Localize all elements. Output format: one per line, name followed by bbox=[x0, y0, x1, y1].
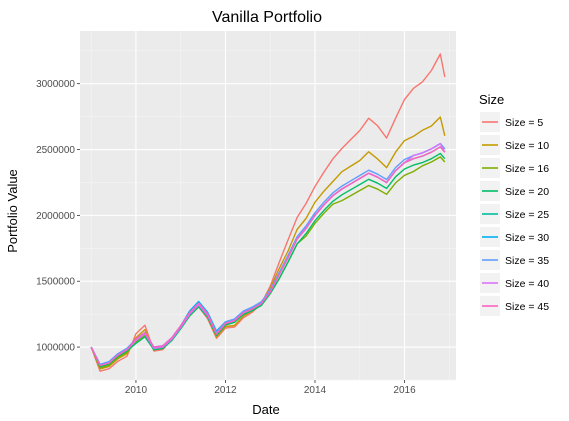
y-axis-title: Portfolio Value bbox=[5, 169, 20, 253]
x-axis-title: Date bbox=[252, 402, 279, 417]
legend-title: Size bbox=[479, 92, 504, 107]
legend-label: Size = 16 bbox=[505, 163, 549, 175]
y-tick-label: 1000000 bbox=[36, 343, 75, 354]
legend-label: Size = 30 bbox=[505, 232, 549, 244]
x-tick-label: 2010 bbox=[125, 385, 148, 396]
legend-label: Size = 25 bbox=[505, 209, 549, 221]
y-axis-ticks: 1000000 1500000 2000000 2500000 3000000 bbox=[36, 79, 80, 354]
legend-label: Size = 20 bbox=[505, 186, 549, 198]
legend-items: Size = 5 Size = 10 Size = 16 Size = 20 Size … bbox=[480, 112, 549, 316]
legend: Size Size = 5 Size = 10 Size = 16 Size = 20… bbox=[479, 92, 549, 316]
legend-label: Size = 10 bbox=[505, 140, 549, 152]
plot-background bbox=[80, 31, 456, 380]
legend-label: Size = 5 bbox=[505, 117, 543, 129]
x-tick-label: 2012 bbox=[214, 385, 237, 396]
series-line-4 bbox=[90, 152, 446, 368]
y-tick-label: 2500000 bbox=[36, 145, 75, 156]
y-tick-label: 1500000 bbox=[36, 277, 75, 288]
plot-area bbox=[80, 31, 456, 381]
x-tick-label: 2014 bbox=[304, 385, 327, 396]
legend-label: Size = 40 bbox=[505, 278, 549, 290]
legend-label: Size = 45 bbox=[505, 301, 549, 313]
x-tick-label: 2016 bbox=[393, 385, 416, 396]
series-line-9 bbox=[90, 146, 446, 367]
legend-label: Size = 35 bbox=[505, 255, 549, 267]
x-axis-ticks: 2010 2012 2014 2016 bbox=[125, 380, 416, 396]
chart-title: Vanilla Portfolio bbox=[212, 9, 322, 26]
y-tick-label: 3000000 bbox=[36, 79, 75, 90]
y-tick-label: 2000000 bbox=[36, 211, 75, 222]
